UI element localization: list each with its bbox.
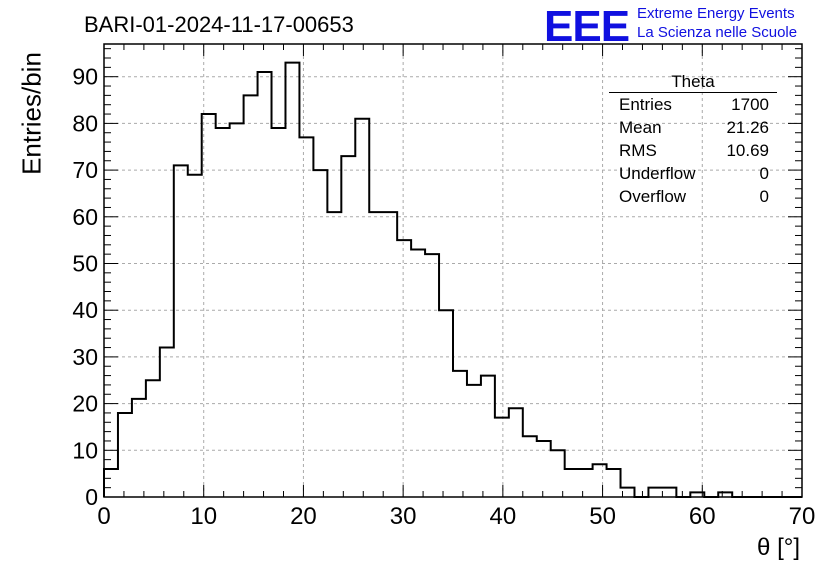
x-tick-label: 50 <box>589 503 616 530</box>
histogram-bin <box>523 436 537 497</box>
stats-label: Entries <box>619 95 672 114</box>
histogram-bin <box>453 371 467 497</box>
histogram-bin <box>369 212 383 497</box>
stats-value: 21.26 <box>726 118 769 137</box>
histogram-bin <box>662 488 676 497</box>
stats-row-mean: Mean 21.26 <box>609 116 777 139</box>
histogram-bin <box>160 348 174 497</box>
histogram-bin <box>607 469 621 497</box>
y-tick-label: 0 <box>85 484 98 510</box>
histogram-bin <box>565 469 579 497</box>
x-tick-label: 10 <box>190 503 217 530</box>
x-tick-label: 40 <box>490 503 517 530</box>
stats-row-underflow: Underflow 0 <box>609 162 777 185</box>
run-title: BARI-01-2024-11-17-00653 <box>84 12 354 37</box>
y-tick-label: 90 <box>72 64 98 90</box>
histogram-bin <box>509 408 523 497</box>
histogram-bin <box>174 165 188 497</box>
stats-label: Overflow <box>619 187 687 206</box>
histogram-bin <box>355 119 369 497</box>
histogram-bin <box>467 385 481 497</box>
histogram-bin <box>481 376 495 497</box>
stats-value: 1700 <box>731 95 769 114</box>
histogram-bin <box>104 469 118 497</box>
stats-title: Theta <box>609 72 777 93</box>
stats-value: 0 <box>759 164 769 183</box>
x-tick-label: 30 <box>390 503 417 530</box>
histogram-bin <box>397 240 411 497</box>
y-axis-label: Entries/bin <box>16 52 47 175</box>
y-tick-label: 70 <box>72 157 98 183</box>
y-tick-label: 60 <box>72 204 98 230</box>
histogram-bin <box>411 249 425 497</box>
plot-frame <box>103 43 803 498</box>
stats-row-rms: RMS 10.69 <box>609 139 777 162</box>
stats-box: Theta Entries 1700 Mean 21.26 RMS 10.69 … <box>609 72 777 208</box>
histogram-bin <box>439 310 453 497</box>
stats-value: 0 <box>759 187 769 206</box>
project-line-1: Extreme Energy Events <box>637 5 795 22</box>
histogram-bin <box>216 128 230 497</box>
histogram-bin <box>313 170 327 497</box>
histogram-bin <box>285 63 299 497</box>
histogram-bin <box>593 464 607 497</box>
histogram-bin <box>425 254 439 497</box>
histogram-bin <box>132 399 146 497</box>
stats-value: 10.69 <box>726 141 769 160</box>
histogram-bin <box>258 72 272 497</box>
y-tick-label: 10 <box>72 437 98 463</box>
histogram-series <box>103 61 802 498</box>
histogram-bin <box>230 123 244 497</box>
x-tick-label: 20 <box>290 503 317 530</box>
x-axis-label: θ [°] <box>757 534 800 561</box>
y-tick-label: 40 <box>72 297 98 323</box>
histogram-bin <box>188 175 202 497</box>
histogram-bin <box>537 441 551 497</box>
x-tick-label: 70 <box>789 503 816 530</box>
histogram-bin <box>383 212 397 497</box>
project-line-2: La Scienza nelle Scuole <box>637 24 798 41</box>
histogram-bin <box>202 114 216 497</box>
stats-row-overflow: Overflow 0 <box>609 185 777 208</box>
stats-label: RMS <box>619 141 657 160</box>
histogram-bin <box>579 469 593 497</box>
histogram-bin <box>327 212 341 497</box>
stats-label: Mean <box>619 118 662 137</box>
histogram-bin <box>341 156 355 497</box>
histogram-bin <box>244 95 258 497</box>
y-tick-label: 80 <box>72 110 98 136</box>
stats-label: Underflow <box>619 164 696 183</box>
histogram-bin <box>648 488 662 497</box>
histogram-bin <box>551 450 565 497</box>
y-tick-label: 20 <box>72 391 98 417</box>
y-tick-label: 30 <box>72 344 98 370</box>
eee-logo: EEE <box>544 2 630 51</box>
histogram-bin <box>299 137 313 497</box>
x-tick-label: 0 <box>97 503 110 530</box>
y-tick-label: 50 <box>72 250 98 276</box>
histogram-bin <box>118 413 132 497</box>
x-tick-label: 60 <box>689 503 716 530</box>
histogram-bin <box>146 380 160 497</box>
histogram-bin <box>272 128 286 497</box>
project-name: Extreme Energy Events La Scienza nelle S… <box>637 4 797 42</box>
stats-row-entries: Entries 1700 <box>609 93 777 116</box>
histogram-bin <box>495 418 509 497</box>
